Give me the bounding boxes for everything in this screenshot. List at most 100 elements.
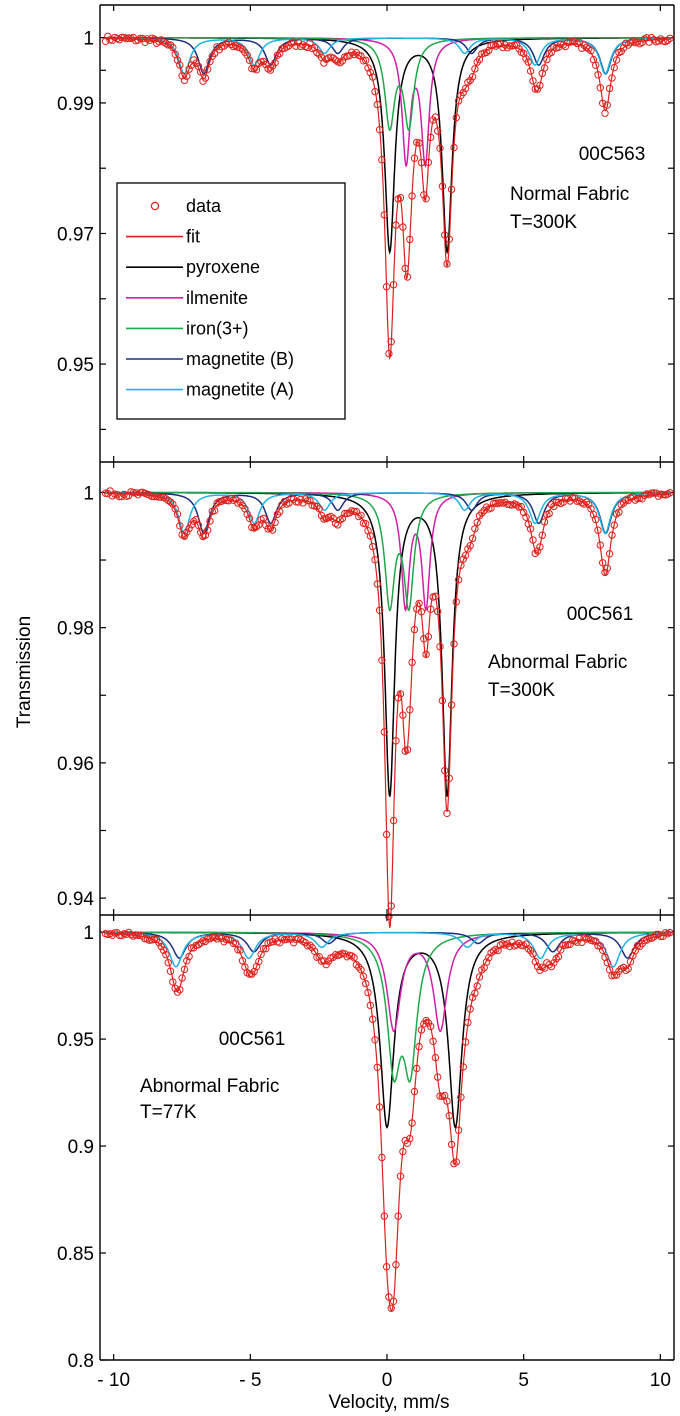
data-point — [447, 701, 456, 709]
data-point — [482, 958, 491, 966]
data-point — [624, 965, 632, 973]
data-point — [248, 970, 256, 978]
data-point — [427, 133, 435, 142]
data-point — [194, 521, 203, 529]
data-point — [362, 520, 370, 528]
data-point — [473, 58, 481, 66]
data-point — [652, 930, 660, 939]
data-point — [382, 1263, 391, 1271]
data-point — [178, 72, 186, 80]
data-point — [285, 499, 293, 507]
data-point — [599, 559, 607, 567]
data-point — [647, 489, 656, 497]
data-point — [645, 38, 653, 46]
panel-annotation: T=300K — [510, 212, 577, 233]
data-point — [252, 523, 261, 531]
data-point — [201, 74, 210, 82]
legend: data fit pyroxene ilmenite iron(3+) magnetite… — [116, 182, 346, 420]
data-point — [392, 221, 400, 229]
legend-label-magnetiteA: magnetite (A) — [186, 380, 294, 400]
data-point — [303, 497, 312, 505]
data-point — [115, 492, 124, 501]
data-point — [378, 656, 386, 664]
data-point — [329, 953, 337, 961]
data-point — [371, 1036, 379, 1044]
data-point — [190, 517, 198, 525]
data-point — [366, 68, 374, 77]
data-point — [169, 500, 177, 508]
data-point — [115, 36, 124, 44]
data-point — [362, 56, 370, 64]
x-axis-label: Velocity, mm/s — [328, 1392, 449, 1413]
data-point — [457, 1093, 465, 1101]
data-point — [473, 982, 481, 990]
data-point — [643, 936, 651, 944]
data-point — [406, 1134, 414, 1143]
data-point — [666, 928, 674, 937]
data-point — [373, 1063, 381, 1072]
data-point — [506, 501, 514, 509]
data-point — [459, 88, 467, 97]
data-point — [654, 930, 663, 938]
data-point — [647, 33, 656, 42]
data-point — [408, 658, 416, 667]
y-tick-label: 1 — [83, 923, 94, 944]
data-point — [204, 65, 212, 73]
panel-annotation: T=300K — [488, 680, 555, 701]
data-point — [466, 1005, 474, 1013]
data-point — [320, 59, 328, 67]
data-point — [180, 965, 189, 974]
data-point — [501, 498, 509, 506]
panel-annotation: 00C563 — [579, 144, 646, 165]
data-point — [406, 235, 414, 244]
data-point — [315, 505, 323, 513]
data-point — [457, 561, 465, 569]
data-point — [183, 957, 191, 965]
data-point — [499, 43, 507, 52]
data-point — [610, 971, 618, 979]
data-point — [540, 64, 549, 72]
data-point — [545, 961, 553, 969]
data-point — [394, 694, 402, 702]
data-point — [162, 951, 170, 959]
data-point — [573, 497, 581, 505]
data-point — [224, 936, 233, 944]
data-point — [132, 489, 140, 497]
data-point — [526, 525, 535, 533]
data-point — [547, 962, 556, 971]
data-point — [552, 498, 560, 506]
data-point — [211, 49, 219, 58]
data-point — [650, 36, 658, 44]
x-tick-label: 10 — [650, 1370, 671, 1391]
data-point — [564, 494, 572, 503]
data-point — [434, 1073, 442, 1081]
series-iron3-curve — [105, 36, 672, 132]
data-point — [503, 44, 512, 52]
data-point — [150, 492, 159, 501]
data-point — [155, 939, 163, 947]
data-point — [599, 99, 607, 108]
data-point — [401, 264, 409, 273]
data-point — [561, 42, 570, 51]
legend-box — [116, 182, 346, 420]
legend-marker-data — [150, 201, 160, 211]
data-point — [443, 809, 451, 817]
data-point — [633, 494, 642, 503]
data-point — [285, 935, 293, 943]
data-point — [599, 946, 607, 954]
data-point — [415, 599, 423, 608]
data-point — [429, 1037, 437, 1046]
data-point — [450, 640, 458, 648]
data-point — [436, 144, 444, 153]
data-point — [447, 1140, 456, 1149]
data-point — [461, 84, 470, 93]
data-point — [380, 211, 388, 219]
data-point — [533, 547, 542, 555]
data-point — [573, 938, 581, 946]
data-point — [529, 77, 537, 85]
data-point — [436, 643, 444, 651]
data-point — [185, 524, 193, 533]
data-point — [450, 143, 458, 152]
data-point — [522, 940, 530, 948]
data-point — [227, 40, 235, 49]
